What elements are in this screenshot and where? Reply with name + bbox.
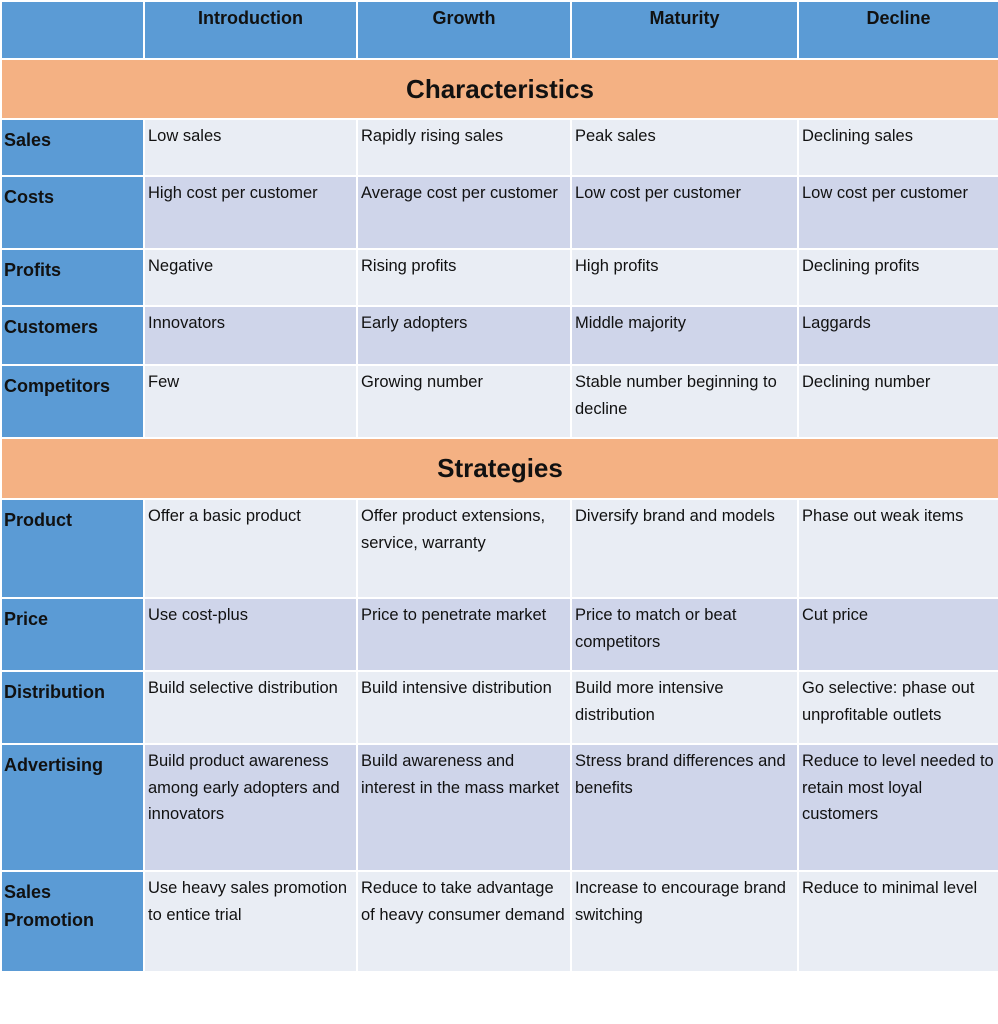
table-cell: High cost per customer (143, 175, 358, 250)
table-cell: Reduce to level needed to retain most lo… (797, 743, 998, 872)
table-cell: Laggards (797, 305, 998, 366)
column-header-maturity: Maturity (570, 0, 799, 60)
column-header-introduction: Introduction (143, 0, 358, 60)
table-row: Price Use cost-plus Price to penetrate mar… (0, 597, 998, 672)
table-row: Sales Low sales Rapidly rising sales Peak s… (0, 118, 998, 177)
table-cell: Price to penetrate market (356, 597, 572, 672)
table-cell: Reduce to minimal level (797, 870, 998, 973)
table-cell: Cut price (797, 597, 998, 672)
table-cell: Stable number beginning to decline (570, 364, 799, 439)
table-cell: Declining sales (797, 118, 998, 177)
column-header-decline: Decline (797, 0, 998, 60)
table-cell: Low sales (143, 118, 358, 177)
row-label: Profits (0, 248, 145, 307)
section-row: Characteristics (0, 58, 998, 120)
table-cell: Phase out weak items (797, 498, 998, 599)
row-label: Competitors (0, 364, 145, 439)
table-cell: Middle majority (570, 305, 799, 366)
table-cell: Average cost per customer (356, 175, 572, 250)
table-cell: Stress brand differences and benefits (570, 743, 799, 872)
table-row: Customers Innovators Early adopters Middle … (0, 305, 998, 366)
table-cell: Peak sales (570, 118, 799, 177)
table-cell: Build product awareness among early adop… (143, 743, 358, 872)
table-cell: Rising profits (356, 248, 572, 307)
table-row: Profits Negative Rising profits High profit… (0, 248, 998, 307)
row-label: Price (0, 597, 145, 672)
table-row: Product Offer a basic product Offer produc… (0, 498, 998, 599)
table-row: Distribution Build selective distribution… (0, 670, 998, 745)
table-cell: Declining number (797, 364, 998, 439)
table-cell: Build selective distribution (143, 670, 358, 745)
row-label: Product (0, 498, 145, 599)
table-row: Advertising Build product awareness among… (0, 743, 998, 872)
table-cell: Increase to encourage brand switching (570, 870, 799, 973)
column-header-growth: Growth (356, 0, 572, 60)
section-row: Strategies (0, 437, 998, 500)
table-cell: Build intensive distribution (356, 670, 572, 745)
row-label: Sales (0, 118, 145, 177)
row-label: Costs (0, 175, 145, 250)
row-label: Sales Promotion (0, 870, 145, 973)
table-cell: Price to match or beat competitors (570, 597, 799, 672)
table-cell: Few (143, 364, 358, 439)
row-label: Customers (0, 305, 145, 366)
section-title: Strategies (0, 437, 998, 500)
table-cell: Negative (143, 248, 358, 307)
row-label: Advertising (0, 743, 145, 872)
table-row: Costs High cost per customer Average cost … (0, 175, 998, 250)
table-row: Sales Promotion Use heavy sales promotion… (0, 870, 998, 973)
table-cell: Growing number (356, 364, 572, 439)
header-row: Introduction Growth Maturity Decline (0, 0, 998, 60)
section-title: Characteristics (0, 58, 998, 120)
table-cell: Go selective: phase out unprofitable out… (797, 670, 998, 745)
table-cell: Use cost-plus (143, 597, 358, 672)
table-cell: Build more intensive distribution (570, 670, 799, 745)
table-cell: Low cost per customer (797, 175, 998, 250)
table-cell: Early adopters (356, 305, 572, 366)
product-life-cycle-table: Introduction Growth Maturity Decline Cha… (0, 0, 998, 973)
table-cell: Diversify brand and models (570, 498, 799, 599)
table-cell: Rapidly rising sales (356, 118, 572, 177)
row-label: Distribution (0, 670, 145, 745)
table-cell: Use heavy sales promotion to entice tria… (143, 870, 358, 973)
table-cell: Offer product extensions, service, warra… (356, 498, 572, 599)
table-row: Competitors Few Growing number Stable numbe… (0, 364, 998, 439)
table-cell: Offer a basic product (143, 498, 358, 599)
table-cell: Innovators (143, 305, 358, 366)
corner-cell (0, 0, 145, 60)
table-cell: High profits (570, 248, 799, 307)
table-cell: Low cost per customer (570, 175, 799, 250)
table-cell: Build awareness and interest in the mass… (356, 743, 572, 872)
table-cell: Reduce to take advantage of heavy consum… (356, 870, 572, 973)
table-cell: Declining profits (797, 248, 998, 307)
